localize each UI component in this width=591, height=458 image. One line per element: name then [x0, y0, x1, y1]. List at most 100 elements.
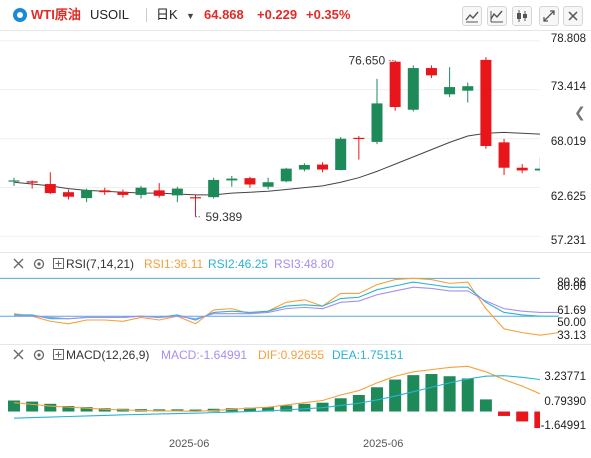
line-chart-button[interactable]: [462, 6, 482, 26]
candle-body: [371, 103, 383, 142]
candle-body: [335, 138, 347, 170]
macd-histogram-bar: [498, 411, 511, 416]
macd-tick-3: -1.64991: [540, 420, 586, 432]
candlestick-icon: [517, 10, 527, 22]
candle-body: [244, 178, 256, 185]
divider: [146, 8, 147, 22]
candle-body: [8, 180, 20, 182]
candle-body: [153, 190, 165, 196]
expand-button[interactable]: [539, 6, 559, 26]
expand-panel-icon[interactable]: [53, 258, 64, 269]
line-chart-icon: [465, 11, 479, 23]
rsi1-value: RSI1:36.11: [144, 257, 204, 271]
close-icon[interactable]: [13, 258, 24, 269]
macd-histogram-bar: [80, 407, 93, 412]
close-button[interactable]: [563, 6, 583, 26]
candle-body: [62, 192, 74, 197]
pane-divider: [0, 344, 591, 345]
close-icon: [568, 11, 578, 21]
macd-histogram-bar: [153, 409, 166, 412]
candle-body: [498, 142, 510, 168]
macd-histogram-bar: [516, 411, 529, 422]
candle-body: [81, 189, 93, 199]
dea-line: [13, 375, 540, 419]
candle-body: [135, 187, 147, 195]
candle-body: [99, 190, 111, 193]
period-select[interactable]: 日K: [156, 7, 178, 22]
rsi2-line: [14, 281, 559, 321]
price-tick-4: 62.625: [550, 191, 586, 203]
macd-histogram-bar: [407, 375, 420, 412]
symbol-logo-icon: [13, 8, 27, 22]
symbol-name[interactable]: WTI原油: [31, 7, 81, 22]
ma-line: [13, 131, 540, 196]
macd-tick-1: 3.23771: [544, 371, 586, 383]
candle-body: [26, 181, 38, 183]
rsi3-line: [14, 286, 559, 320]
candle-body: [44, 184, 56, 194]
macd-histogram-bar: [8, 400, 20, 412]
pane-divider: [0, 252, 591, 253]
macd-histogram-bar: [225, 408, 238, 412]
macd-histogram-bar: [26, 401, 39, 412]
close-icon[interactable]: [13, 349, 24, 360]
candlestick-chart[interactable]: 76.650 59.389: [0, 30, 540, 252]
rsi-header: RSI(7,14,21) RSI1:36.11 RSI2:46.25 RSI3:…: [0, 256, 400, 272]
dea-value: DEA:1.75151: [332, 348, 404, 362]
bar-chart-icon: [490, 10, 503, 23]
candle-body: [480, 59, 492, 146]
macd-histogram-bar: [98, 408, 111, 412]
candle-body: [534, 168, 540, 171]
macd-histogram-bar: [534, 411, 540, 429]
price-change-percent: +0.35%: [306, 7, 351, 22]
macd-histogram-bar: [62, 406, 75, 412]
macd-histogram-bar: [425, 374, 438, 412]
rsi-tick-33: 33.13: [557, 330, 586, 342]
candle-body: [389, 61, 401, 108]
macd-histogram-bar: [189, 409, 202, 412]
rsi-chart[interactable]: [0, 272, 591, 344]
price-tick-2: 73.414: [550, 81, 586, 93]
rsi1-line: [13, 277, 559, 336]
dif-value: DIF:0.92655: [258, 348, 325, 362]
macd-histogram-bar: [262, 407, 275, 412]
candle-body: [117, 191, 129, 195]
candle-body: [317, 164, 329, 170]
collapse-arrow-icon[interactable]: ❮: [574, 104, 586, 120]
gear-icon[interactable]: [33, 258, 45, 270]
candle-body: [190, 197, 201, 199]
symbol-code: USOIL: [90, 7, 130, 22]
macd-header: MACD(12,26,9) MACD:-1.64991 DIF:0.92655 …: [0, 347, 440, 363]
rsi-tick-61: 61.69: [557, 305, 586, 317]
candle-body: [407, 68, 419, 110]
price-tick-5: 57.231: [550, 235, 586, 247]
candle-body: [353, 137, 365, 140]
macd-title: MACD(12,26,9): [66, 348, 150, 362]
macd-histogram-bar: [479, 399, 492, 412]
macd-histogram-bar: [171, 409, 184, 412]
candlestick-button[interactable]: [512, 6, 532, 26]
low-annotation: 59.389: [206, 210, 243, 224]
price-change: +0.229: [257, 7, 298, 22]
last-price: 64.868: [204, 7, 244, 22]
candle-body: [262, 182, 274, 187]
expand-panel-icon[interactable]: [53, 349, 64, 360]
chevron-down-icon[interactable]: ▼: [186, 11, 195, 21]
macd-histogram-bar: [461, 378, 474, 412]
macd-histogram-bar: [280, 405, 293, 412]
bar-chart-button[interactable]: [487, 6, 507, 26]
rsi-tick-50: 50.00: [557, 317, 586, 329]
macd-histogram-bar: [243, 407, 256, 412]
candle-body: [444, 87, 456, 95]
gear-icon[interactable]: [33, 349, 45, 361]
price-tick-3: 68.019: [550, 136, 586, 148]
macd-tick-2: 0.79390: [544, 396, 586, 408]
candle-body: [425, 68, 437, 76]
macd-chart[interactable]: [0, 363, 540, 438]
macd-histogram-bar: [443, 376, 456, 412]
macd-histogram-bar: [298, 403, 311, 412]
header-bar: WTI原油 USOIL 日K ▼ 64.868 +0.229 +0.35%: [0, 0, 591, 31]
rsi3-value: RSI3:48.80: [274, 257, 335, 271]
candle-body: [208, 179, 220, 198]
candle-body: [462, 86, 474, 91]
